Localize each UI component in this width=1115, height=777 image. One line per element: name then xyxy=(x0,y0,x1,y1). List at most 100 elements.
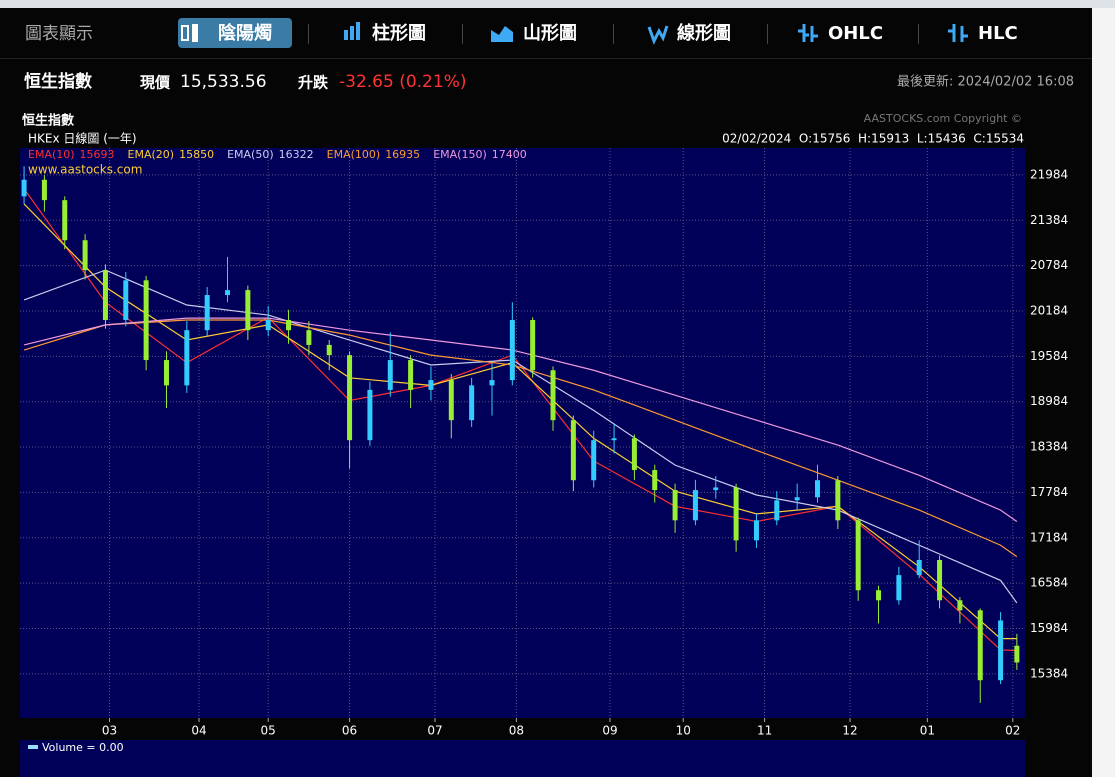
change-label: 升跌 xyxy=(298,74,329,92)
tab-label: OHLC xyxy=(828,23,883,44)
candle-body xyxy=(509,319,515,381)
candle-body xyxy=(245,290,251,331)
candle-body xyxy=(204,295,210,331)
y-tick-label: 20184 xyxy=(1030,303,1068,317)
chart-title: 恒生指數 xyxy=(22,113,74,129)
y-tick-label: 21384 xyxy=(1030,213,1068,227)
watermark: www.aastocks.com xyxy=(28,163,142,177)
tab: 圖表顯示 xyxy=(25,24,93,44)
top-strip xyxy=(0,0,1115,8)
candle-body xyxy=(326,344,332,356)
candle-body xyxy=(184,330,190,386)
candle-body xyxy=(1014,645,1020,663)
candle-body xyxy=(672,490,678,521)
candle-body xyxy=(855,520,861,591)
tab-icon xyxy=(192,24,198,42)
legend-value: 16935 xyxy=(385,148,420,161)
candle-body xyxy=(82,240,88,271)
y-tick-label: 18984 xyxy=(1030,394,1068,408)
candle-body xyxy=(306,330,312,345)
y-tick-label: 20784 xyxy=(1030,258,1068,272)
tab-icon xyxy=(948,24,968,42)
candle-body xyxy=(814,480,820,498)
tab-icon xyxy=(356,22,360,40)
candle-body xyxy=(692,490,698,521)
price: 15,533.56 xyxy=(180,72,267,92)
tab[interactable]: 陰陽燭 xyxy=(178,18,309,48)
y-tick-label: 16584 xyxy=(1030,576,1068,590)
y-tick-label: 17184 xyxy=(1030,530,1068,544)
candle-body xyxy=(977,610,983,681)
tab-label: 柱形圖 xyxy=(372,22,426,44)
candle-body xyxy=(916,560,922,576)
tab-bar: 圖表顯示 陰陽燭 柱形圖 山形圖 線形圖 OHLC HLC xyxy=(25,18,1018,48)
x-tick-label: 01 xyxy=(920,724,935,738)
legend-entry: EMA(10) 15693 xyxy=(28,148,115,161)
change: -32.65 (0.21%) xyxy=(339,72,466,92)
y-tick-label: 19584 xyxy=(1030,349,1068,363)
x-tick-label: 10 xyxy=(676,724,691,738)
tab-icon xyxy=(491,26,513,42)
x-tick-label: 07 xyxy=(427,724,442,738)
tab-separator xyxy=(462,24,463,44)
tab-separator xyxy=(613,24,614,44)
candle-body xyxy=(570,420,576,481)
candle-body xyxy=(123,280,129,320)
candle-body xyxy=(774,500,780,521)
candle-body xyxy=(876,590,882,601)
candle-body xyxy=(41,179,47,201)
tab[interactable]: 柱形圖 xyxy=(344,22,463,44)
candle-body xyxy=(998,620,1004,681)
candle-body xyxy=(713,487,719,491)
legend-entry: EMA(150) 17400 xyxy=(433,148,527,161)
x-tick-label: 09 xyxy=(602,724,617,738)
legend-value: 15693 xyxy=(80,148,115,161)
candle-body xyxy=(469,385,475,421)
x-tick-label: 03 xyxy=(102,724,117,738)
legend-name: EMA(10) xyxy=(28,148,75,161)
candle-body xyxy=(367,389,373,441)
legend-entry: EMA(100) 16935 xyxy=(327,148,421,161)
y-tick-label: 21984 xyxy=(1030,167,1068,181)
chart-subtitle: HKEx 日線圖 (一年) xyxy=(28,131,137,146)
x-tick-label: 02 xyxy=(1005,724,1020,738)
tab-icon xyxy=(350,26,354,40)
candle-body xyxy=(489,380,495,386)
tab-icon xyxy=(344,30,348,40)
candle-body xyxy=(631,438,637,471)
tab[interactable]: HLC xyxy=(948,23,1018,44)
tab-separator xyxy=(308,24,309,44)
divider xyxy=(0,58,1092,59)
candle-body xyxy=(225,290,231,296)
candle-body xyxy=(163,360,169,386)
tab-label: 圖表顯示 xyxy=(25,24,93,44)
legend-name: EMA(20) xyxy=(128,148,175,161)
candle-body xyxy=(21,179,27,197)
tab-label: 陰陽燭 xyxy=(218,22,272,44)
y-tick-label: 15984 xyxy=(1030,621,1068,635)
price-label: 現價 xyxy=(140,74,171,92)
tab[interactable]: 山形圖 xyxy=(491,23,614,44)
tab[interactable]: OHLC xyxy=(798,23,919,44)
updated: 最後更新: 2024/02/02 16:08 xyxy=(897,74,1074,90)
x-tick-label: 11 xyxy=(757,724,772,738)
candle-body xyxy=(428,380,434,390)
plot: 21984 21384 20784 20184 19584 18984 18384 17784… xyxy=(20,148,1068,738)
tab-label: HLC xyxy=(978,23,1018,44)
candle-body xyxy=(286,319,292,331)
legend-name: EMA(150) xyxy=(433,148,487,161)
candle-body xyxy=(387,360,393,390)
y-tick-label: 15384 xyxy=(1030,666,1068,680)
x-tick-label: 06 xyxy=(342,724,357,738)
candle-body xyxy=(794,497,800,501)
candle-body xyxy=(530,319,536,371)
legend-value: 15850 xyxy=(179,148,214,161)
tab[interactable]: 線形圖 xyxy=(647,22,768,45)
candle-body xyxy=(957,600,963,611)
plot-area xyxy=(20,148,1025,718)
side-panel xyxy=(1092,8,1115,777)
tab-icon xyxy=(181,25,189,41)
legend-entry: EMA(20) 15850 xyxy=(128,148,215,161)
